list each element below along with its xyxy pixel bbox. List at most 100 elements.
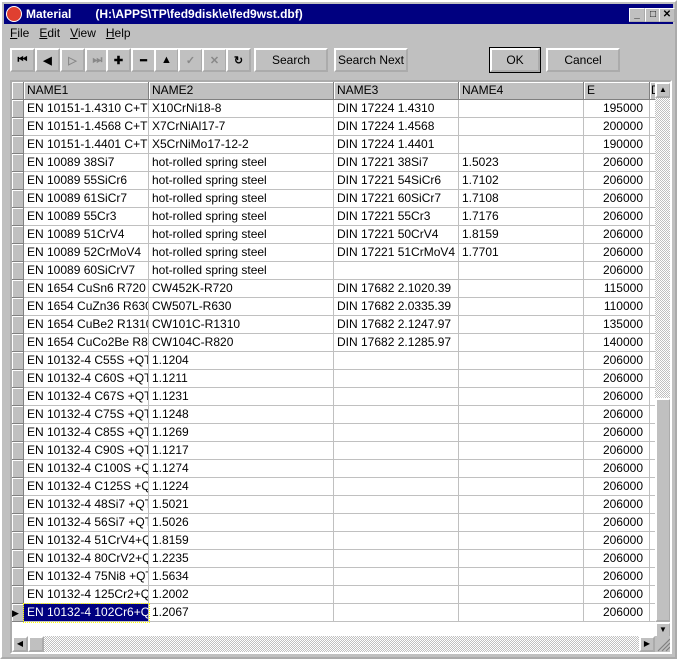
cell-name2[interactable]: 1.1269: [149, 424, 334, 442]
cell-name1[interactable]: EN 10132-4 C125S +QT: [24, 478, 149, 496]
column-header-name4[interactable]: NAME4: [459, 82, 584, 100]
cell-e[interactable]: 206000: [584, 496, 650, 514]
cell-name3[interactable]: DIN 17221 50CrV4: [334, 226, 459, 244]
cell-name3[interactable]: DIN 17682 2.1247.97: [334, 316, 459, 334]
menu-edit[interactable]: Edit: [39, 26, 61, 40]
cell-e[interactable]: 206000: [584, 604, 650, 622]
cell-name3[interactable]: DIN 17224 1.4401: [334, 136, 459, 154]
cell-name1[interactable]: EN 10132-4 C67S +QT: [24, 388, 149, 406]
cell-name4[interactable]: 1.7701: [459, 244, 584, 262]
cell-name4[interactable]: 1.8159: [459, 226, 584, 244]
cell-name2[interactable]: CW101C-R1310: [149, 316, 334, 334]
cell-name4[interactable]: 1.7102: [459, 172, 584, 190]
table-row[interactable]: ▶ EN 10132-4 102Cr6+QT 1.2067 206000: [12, 603, 658, 623]
cell-name4[interactable]: 1.5023: [459, 154, 584, 172]
cell-e[interactable]: 206000: [584, 190, 650, 208]
table-row[interactable]: EN 10089 52CrMoV4 hot-rolled spring steel…: [12, 244, 658, 262]
table-row[interactable]: EN 10132-4 56Si7 +QT 1.5026 206000: [12, 514, 658, 532]
row-indicator[interactable]: [12, 334, 24, 352]
table-row[interactable]: EN 1654 CuZn36 R630 CW507L-R630 DIN 17682 …: [12, 298, 658, 316]
cell-e[interactable]: 206000: [584, 550, 650, 568]
row-indicator[interactable]: [12, 370, 24, 388]
cell-name3[interactable]: DIN 17682 2.0335.39: [334, 298, 459, 316]
cell-name3[interactable]: [334, 496, 459, 514]
cell-name3[interactable]: DIN 17221 60SiCr7: [334, 190, 459, 208]
cancel-edit-button[interactable]: ✕: [202, 48, 227, 72]
cell-name1[interactable]: EN 10132-4 C75S +QT: [24, 406, 149, 424]
cell-name3[interactable]: DIN 17224 1.4568: [334, 118, 459, 136]
row-indicator[interactable]: [12, 316, 24, 334]
table-row[interactable]: EN 10089 61SiCr7 hot-rolled spring steel D…: [12, 190, 658, 208]
menu-help[interactable]: Help: [105, 26, 131, 40]
table-row[interactable]: EN 10132-4 C85S +QT 1.1269 206000: [12, 424, 658, 442]
cell-name3[interactable]: [334, 550, 459, 568]
cell-name2[interactable]: hot-rolled spring steel: [149, 172, 334, 190]
cell-name3[interactable]: [334, 532, 459, 550]
table-row[interactable]: EN 10132-4 C75S +QT 1.1248 206000: [12, 406, 658, 424]
next-record-button[interactable]: ▷: [60, 48, 85, 72]
cell-name2[interactable]: 1.5021: [149, 496, 334, 514]
cell-name2[interactable]: 1.2002: [149, 586, 334, 604]
table-row[interactable]: EN 10132-4 51CrV4+QT 1.8159 206000: [12, 532, 658, 550]
edit-record-button[interactable]: ▲: [154, 48, 179, 72]
table-row[interactable]: EN 10151-1.4568 C+T X7CrNiAl17-7 DIN 17224…: [12, 118, 658, 136]
cell-name2[interactable]: 1.5634: [149, 568, 334, 586]
cell-name2[interactable]: CW507L-R630: [149, 298, 334, 316]
cell-name2[interactable]: 1.8159: [149, 532, 334, 550]
cell-name4[interactable]: [459, 118, 584, 136]
cell-name1[interactable]: EN 10151-1.4401 C+T: [24, 136, 149, 154]
cell-name4[interactable]: [459, 460, 584, 478]
cell-name4[interactable]: [459, 568, 584, 586]
row-indicator[interactable]: [12, 226, 24, 244]
size-grip[interactable]: [655, 636, 670, 652]
current-row-indicator-icon[interactable]: ▶: [12, 604, 24, 622]
cell-name1[interactable]: EN 10089 52CrMoV4: [24, 244, 149, 262]
table-row[interactable]: EN 10132-4 75Ni8 +QT 1.5634 206000: [12, 568, 658, 586]
cell-e[interactable]: 115000: [584, 280, 650, 298]
cell-name1[interactable]: EN 10089 55SiCr6: [24, 172, 149, 190]
cell-e[interactable]: 110000: [584, 298, 650, 316]
cell-name1[interactable]: EN 10132-4 C55S +QT: [24, 352, 149, 370]
row-indicator[interactable]: [12, 550, 24, 568]
cell-name4[interactable]: [459, 100, 584, 118]
cell-name4[interactable]: [459, 496, 584, 514]
horizontal-scrollbar[interactable]: ◀ ▶: [12, 636, 655, 652]
cell-e[interactable]: 206000: [584, 460, 650, 478]
cell-name4[interactable]: [459, 334, 584, 352]
cell-name3[interactable]: [334, 514, 459, 532]
cell-name4[interactable]: [459, 442, 584, 460]
cell-name2[interactable]: 1.1211: [149, 370, 334, 388]
table-row[interactable]: EN 10132-4 48Si7 +QT 1.5021 206000: [12, 496, 658, 514]
cell-name4[interactable]: [459, 604, 584, 622]
cell-name1[interactable]: EN 10132-4 C100S +QT: [24, 460, 149, 478]
row-indicator[interactable]: [12, 118, 24, 136]
ok-button[interactable]: OK: [489, 47, 541, 73]
cell-name4[interactable]: [459, 262, 584, 280]
vertical-scroll-thumb[interactable]: [655, 398, 670, 622]
table-row[interactable]: EN 10132-4 C67S +QT 1.1231 206000: [12, 388, 658, 406]
table-row[interactable]: EN 10151-1.4310 C+T X10CrNi18-8 DIN 17224 …: [12, 100, 658, 118]
cell-e[interactable]: 206000: [584, 370, 650, 388]
cell-name2[interactable]: X5CrNiMo17-12-2: [149, 136, 334, 154]
cell-name1[interactable]: EN 10089 51CrV4: [24, 226, 149, 244]
row-indicator[interactable]: [12, 262, 24, 280]
row-indicator[interactable]: [12, 460, 24, 478]
row-indicator[interactable]: [12, 244, 24, 262]
cell-name4[interactable]: [459, 478, 584, 496]
cell-name3[interactable]: [334, 478, 459, 496]
cell-name2[interactable]: X10CrNi18-8: [149, 100, 334, 118]
cell-e[interactable]: 206000: [584, 406, 650, 424]
cell-name4[interactable]: [459, 298, 584, 316]
cell-name1[interactable]: EN 1654 CuSn6 R720: [24, 280, 149, 298]
cell-name1[interactable]: EN 10132-4 48Si7 +QT: [24, 496, 149, 514]
cell-e[interactable]: 200000: [584, 118, 650, 136]
horizontal-scroll-thumb[interactable]: [28, 636, 44, 652]
cell-name1[interactable]: EN 10132-4 56Si7 +QT: [24, 514, 149, 532]
cell-name3[interactable]: [334, 406, 459, 424]
scroll-up-button[interactable]: ▲: [655, 82, 670, 98]
column-header-e[interactable]: E: [584, 82, 650, 100]
column-header-name2[interactable]: NAME2: [149, 82, 334, 100]
cell-name4[interactable]: [459, 586, 584, 604]
minimize-button[interactable]: _: [629, 8, 645, 22]
cell-e[interactable]: 135000: [584, 316, 650, 334]
